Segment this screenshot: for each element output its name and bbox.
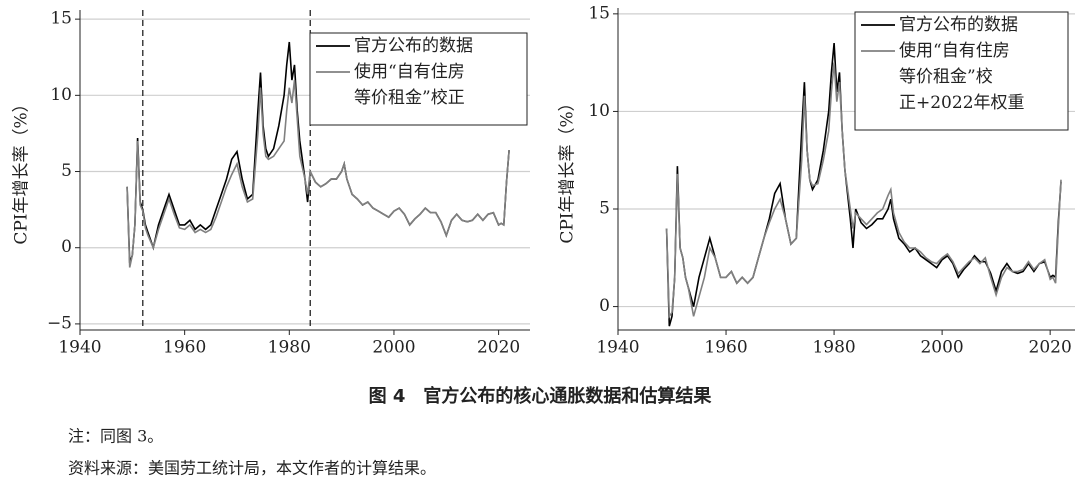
legend-label: 官方公布的数据 xyxy=(899,15,1018,35)
x-tick-label: 2000 xyxy=(372,338,415,358)
figure-caption: 图 4 官方公布的核心通胀数据和估算结果 xyxy=(369,385,713,407)
y-tick-label: 10 xyxy=(50,85,72,105)
x-tick-label: 1980 xyxy=(812,338,855,358)
y-axis-label: CPI年增长率（%） xyxy=(12,95,32,244)
legend-label: 官方公布的数据 xyxy=(354,36,473,56)
y-tick-label: 0 xyxy=(61,237,72,257)
x-tick-label: 1940 xyxy=(58,338,101,358)
legend-label: 使用“自有住房等价租金”校正+2022年权重 xyxy=(899,40,1025,113)
y-tick-label: 5 xyxy=(61,161,72,181)
legend-label: 使用“自有住房等价租金”校正 xyxy=(354,61,465,108)
y-tick-label: 0 xyxy=(599,296,610,316)
legend-box xyxy=(309,32,528,126)
y-tick-label: 10 xyxy=(588,101,610,121)
y-tick-label: 15 xyxy=(50,9,72,29)
legend-box xyxy=(854,11,1069,131)
x-tick-label: 2020 xyxy=(1029,338,1072,358)
x-tick-label: 1960 xyxy=(163,338,206,358)
y-tick-label: −5 xyxy=(47,313,72,333)
y-tick-label: 5 xyxy=(599,199,610,219)
note: 注：同图 3。 xyxy=(68,427,163,446)
series-line xyxy=(665,62,1062,319)
x-tick-label: 1940 xyxy=(596,338,639,358)
x-tick-label: 1960 xyxy=(704,338,747,358)
y-axis-label: CPI年增长率（%） xyxy=(558,94,578,243)
note: 资料来源：美国劳工统计局，本文作者的计算结果。 xyxy=(68,459,436,478)
x-tick-label: 2020 xyxy=(477,338,520,358)
series-line xyxy=(126,80,510,268)
x-tick-label: 2000 xyxy=(920,338,963,358)
x-tick-label: 1980 xyxy=(268,338,311,358)
y-tick-label: 15 xyxy=(588,3,610,23)
